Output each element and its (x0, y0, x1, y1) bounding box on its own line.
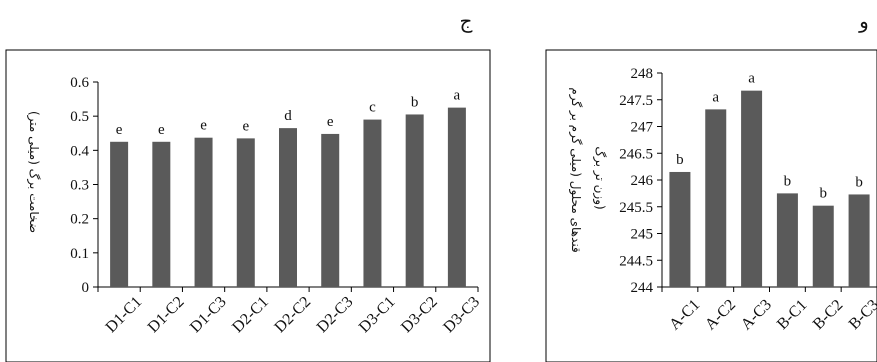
bar (669, 171, 691, 287)
plot-area: 244 244.5 245 245.5 246 246.5 247 247.5 248 b A-C1… (619, 66, 877, 333)
chart-panel-soluble-sugars: و قندهای محلول (میلی گرم بر گرم وزن تر ب… (545, 9, 877, 362)
significance-letter: a (748, 71, 755, 87)
x-tick-label: D3-C1 (356, 293, 399, 336)
y-tick-label: 246 (631, 173, 654, 189)
bar (776, 193, 798, 287)
bar (236, 138, 255, 287)
y-axis-label: ضخامت برگ (میلی متر) (26, 111, 41, 233)
panel-frame (5, 49, 491, 362)
panel-letter: و (858, 9, 869, 33)
y-tick-label: 247.5 (619, 93, 653, 109)
x-tick-label: B-C2 (810, 297, 847, 334)
panel-frame (545, 49, 877, 362)
bar (152, 141, 171, 287)
significance-letter: c (369, 100, 376, 116)
bar (405, 114, 424, 287)
y-tick-label: 246.5 (619, 146, 653, 162)
y-tick-label: 0.4 (70, 143, 89, 159)
significance-letter: e (327, 114, 334, 130)
bar (741, 90, 763, 287)
x-tick-label: D2-C1 (229, 293, 272, 336)
bar (812, 205, 834, 287)
bar (279, 128, 297, 287)
y-tick-label: 247 (631, 120, 654, 136)
bar (848, 194, 870, 287)
significance-letter: e (158, 122, 165, 138)
y-tick-label: 248 (631, 66, 654, 82)
x-tick-label: B-C1 (774, 297, 811, 334)
x-tick-label: D2-C3 (314, 293, 357, 336)
significance-letter: b (820, 186, 828, 202)
x-tick-label: A-C1 (666, 296, 703, 333)
x-tick-label: D2-C2 (271, 293, 314, 336)
significance-letter: a (454, 88, 461, 104)
significance-letter: b (784, 173, 792, 189)
significance-letter: d (284, 108, 292, 124)
x-tick-label: D3-C3 (440, 293, 483, 336)
significance-letter: b (676, 152, 684, 168)
x-tick-label: D3-C2 (398, 293, 441, 336)
x-tick-label: A-C2 (702, 296, 739, 333)
y-tick-label: 0.1 (70, 246, 89, 262)
significance-letter: b (855, 174, 863, 190)
bar (110, 141, 129, 287)
x-tick-label: D1-C2 (145, 293, 188, 336)
y-axis-label-line2: وزن تر برگ) (592, 146, 607, 209)
significance-letter: e (116, 122, 123, 138)
y-tick-label: 245 (631, 227, 654, 243)
plot-area: 0 0.1 0.2 0.3 0.4 0.5 0.6 e D1-C1 e D1-C2 e D1-C3 e D2… (70, 75, 483, 336)
bar (321, 133, 340, 287)
bar (447, 107, 466, 287)
y-axis-label-line1: قندهای محلول (میلی گرم بر گرم (568, 87, 583, 252)
significance-letter: b (411, 94, 419, 110)
significance-letter: e (200, 118, 207, 134)
y-tick-label: 245.5 (619, 200, 653, 216)
y-tick-label: 0.2 (70, 212, 89, 228)
bar (705, 109, 727, 287)
y-tick-label: 244.5 (619, 253, 653, 269)
significance-letter: e (242, 118, 249, 134)
x-tick-label: A-C3 (738, 296, 775, 333)
panel-letter: ج (460, 9, 473, 33)
bar (194, 137, 213, 287)
significance-letter: a (712, 89, 719, 105)
bar (363, 119, 382, 287)
x-tick-label: B-C3 (846, 297, 877, 334)
y-tick-label: 0.5 (70, 109, 89, 125)
y-tick-label: 0 (82, 280, 90, 296)
x-tick-label: D1-C3 (187, 293, 230, 336)
chart-panel-leaf-thickness: ج ضخامت برگ (میلی متر) 00.10.20.30.40.50… (5, 9, 491, 362)
y-tick-label: 0.3 (70, 178, 89, 194)
y-tick-label: 244 (631, 280, 654, 296)
y-tick-label: 0.6 (70, 75, 89, 91)
x-tick-label: D1-C1 (103, 293, 146, 336)
